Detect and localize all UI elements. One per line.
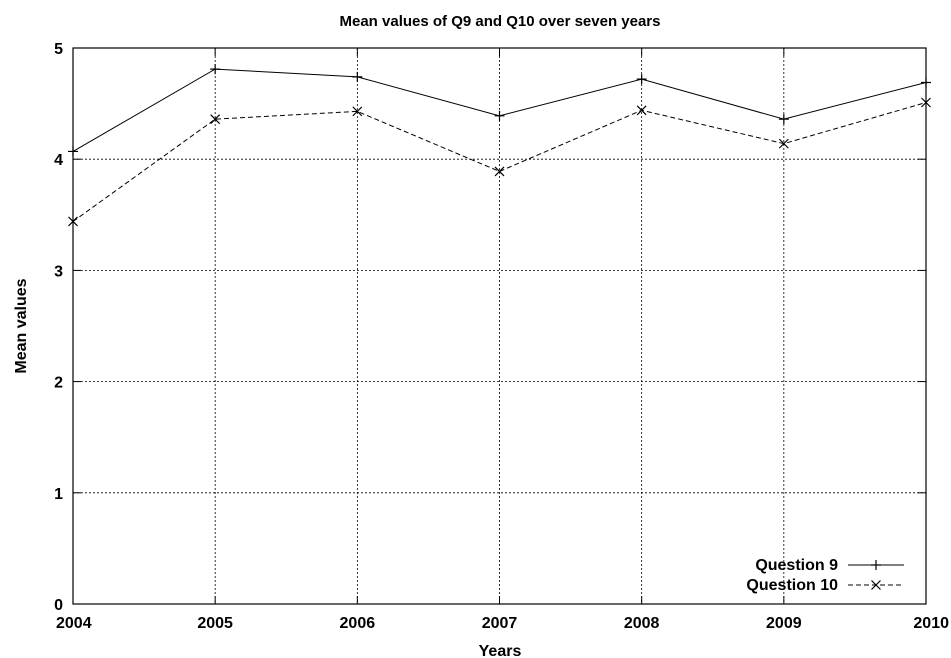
legend-label: Question 9 [755, 557, 838, 574]
data-point [352, 106, 363, 117]
data-point [636, 105, 647, 116]
series-layer [68, 64, 931, 227]
legend-marker [871, 560, 881, 570]
y-tick-label: 2 [54, 375, 63, 392]
series-question-9 [68, 64, 931, 157]
data-point [778, 138, 789, 149]
y-tick-label: 1 [54, 486, 63, 503]
y-tick-label: 0 [54, 597, 63, 614]
x-tick-label: 2009 [766, 615, 802, 632]
x-tick-label: 2006 [340, 615, 376, 632]
tick-labels: 0 1 2 3 4 5 2004 2005 2006 2007 2008 2009 2010 [54, 41, 949, 632]
data-point [778, 114, 789, 125]
legend-marker [871, 580, 881, 590]
grid-lines [72, 47, 927, 605]
x-tick-label: 2005 [197, 615, 233, 632]
x-tick-label: 2004 [56, 615, 92, 632]
y-tick-label: 5 [54, 41, 63, 58]
y-tick-label: 4 [54, 152, 63, 169]
x-tick-label: 2007 [482, 615, 518, 632]
data-point [494, 166, 505, 177]
legend-label: Question 10 [746, 577, 838, 594]
data-point [636, 74, 647, 85]
x-tick-label: 2008 [624, 615, 660, 632]
x-tick-label: 2010 [913, 615, 949, 632]
y-axis-label: Mean values [13, 278, 30, 373]
data-point [352, 71, 363, 82]
data-point [210, 64, 221, 75]
series-question-10 [68, 97, 931, 227]
y-tick-label: 3 [54, 263, 63, 280]
data-point [210, 114, 221, 125]
plot-frame [72, 47, 927, 605]
chart-title: Mean values of Q9 and Q10 over seven yea… [340, 13, 661, 30]
legend: Question 9 Question 10 [746, 557, 904, 594]
x-axis-label: Years [479, 643, 522, 658]
data-point [494, 110, 505, 121]
